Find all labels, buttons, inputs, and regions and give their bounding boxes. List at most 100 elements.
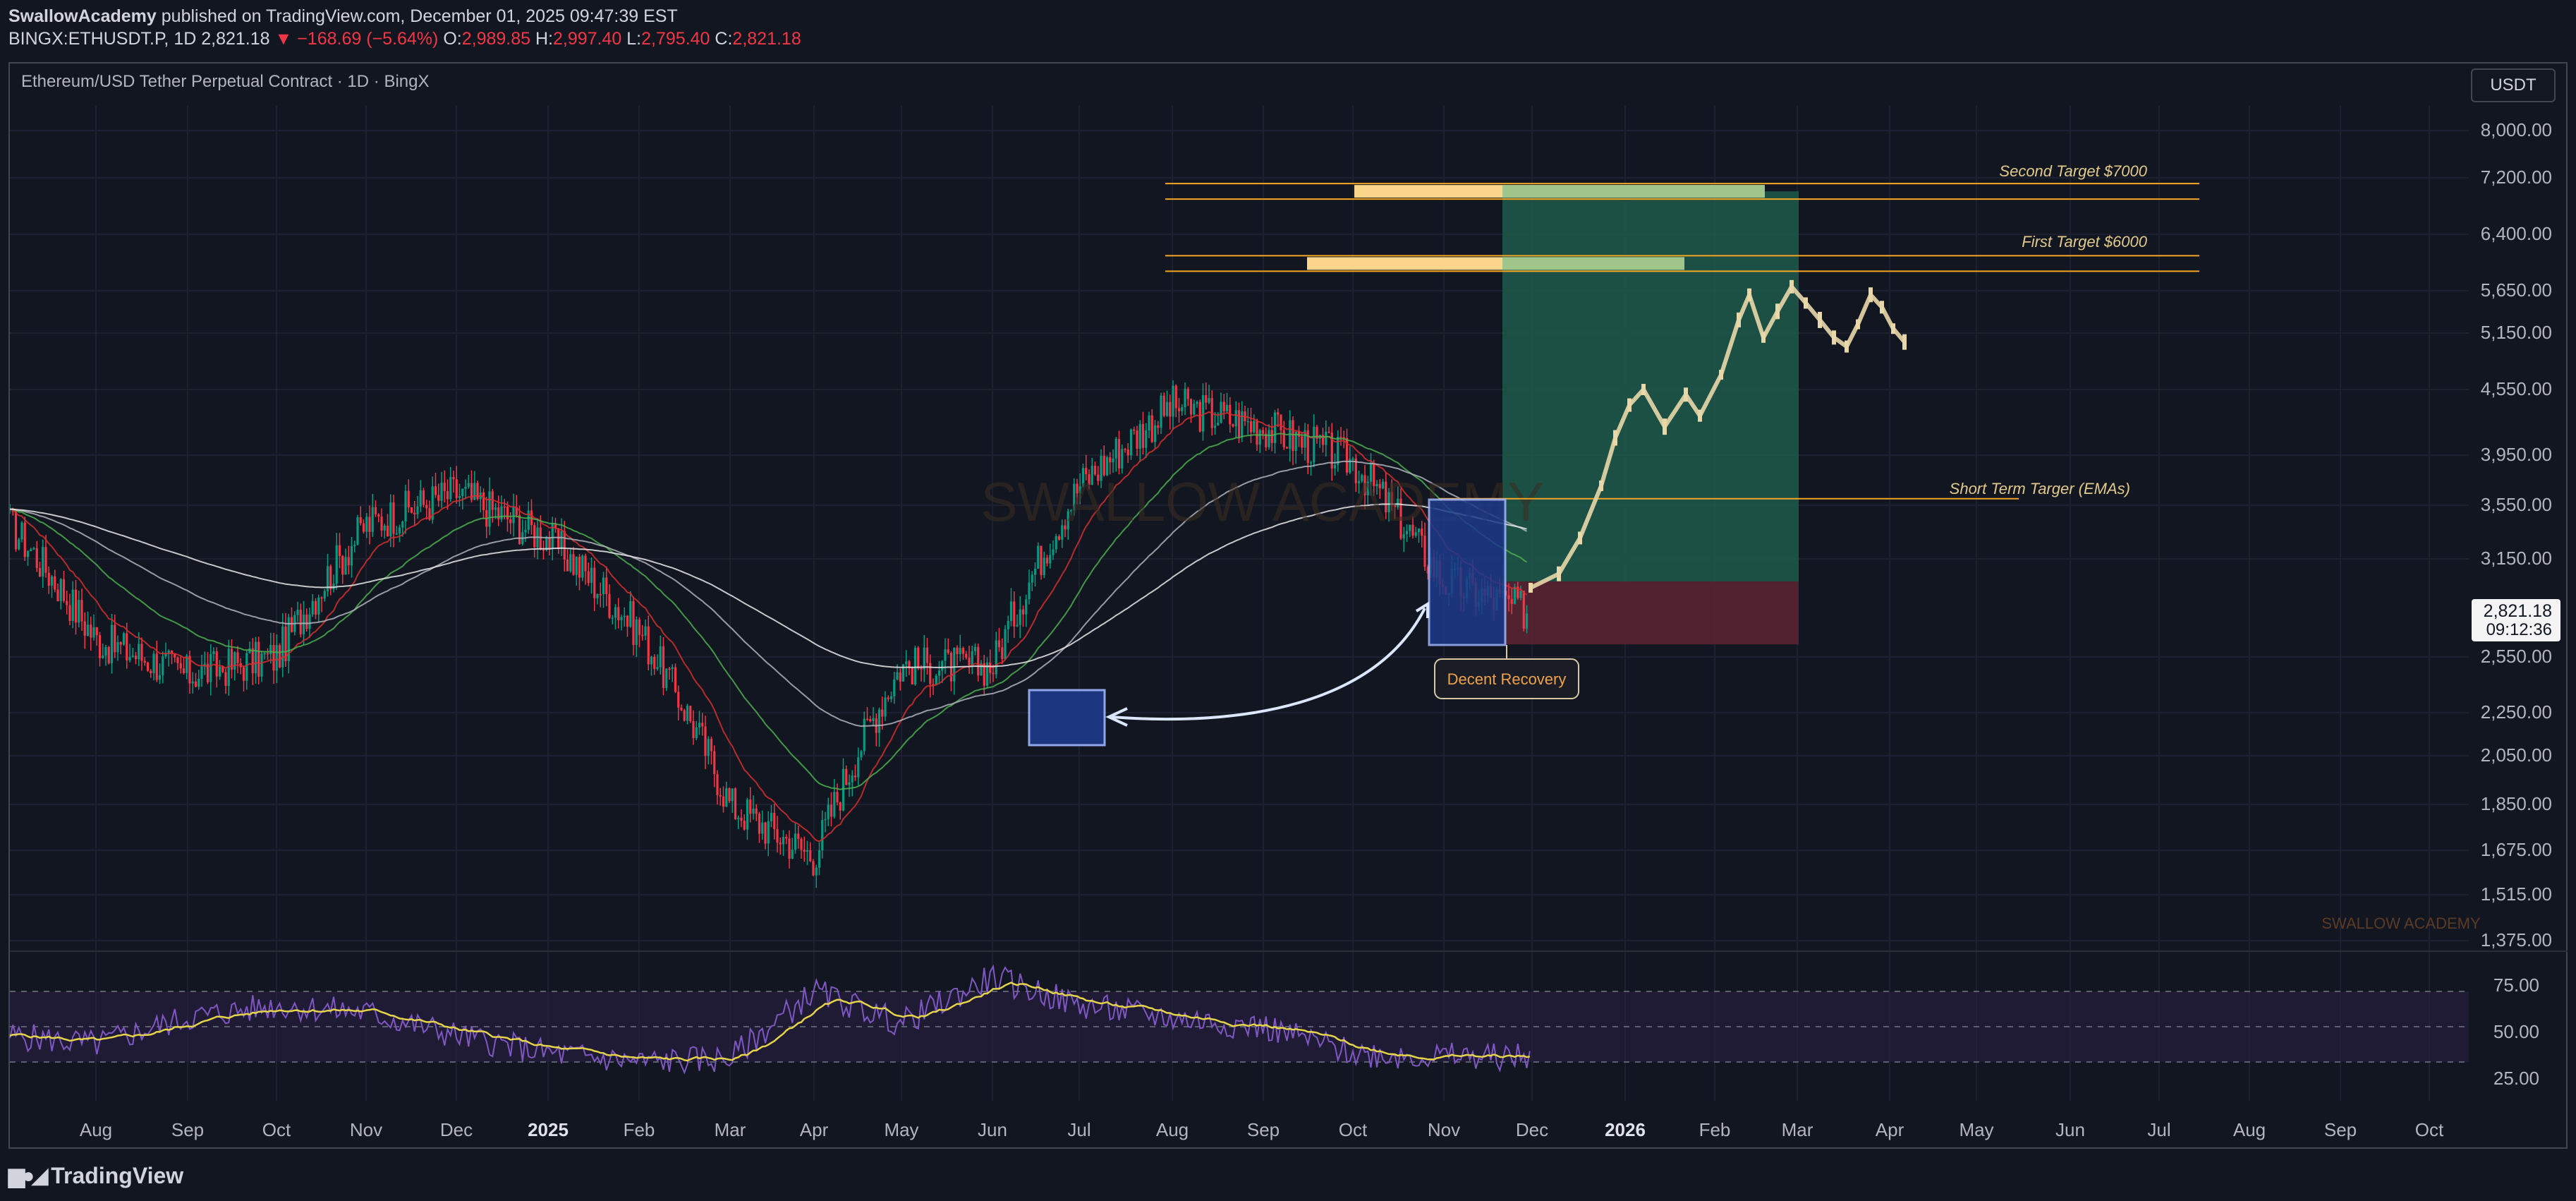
candle-body <box>170 651 174 654</box>
candle-body <box>311 600 314 615</box>
currency-button[interactable]: USDT <box>2471 68 2556 102</box>
candle-body <box>896 672 899 680</box>
candle-body <box>1045 557 1049 564</box>
candle-body <box>1253 421 1256 433</box>
ohlc-line: BINGX:ETHUSDT.P, 1D 2,821.18 ▼ −168.69 (… <box>8 28 801 49</box>
candle-body <box>1105 457 1109 476</box>
candle-body <box>1265 433 1268 447</box>
candle-body <box>1129 429 1133 456</box>
candle-body <box>257 641 260 677</box>
candle-body <box>935 675 937 685</box>
candle-body <box>853 775 857 778</box>
candle-body <box>455 479 458 498</box>
price-tick-label: 3,950.00 <box>2481 444 2552 465</box>
candle-body <box>554 523 557 529</box>
candle-body <box>989 662 992 673</box>
candle-body <box>851 775 853 783</box>
candle-body <box>1273 412 1277 443</box>
candle-body <box>533 525 536 548</box>
candle-body <box>865 718 869 720</box>
candle-body <box>236 652 239 663</box>
candle-body <box>371 507 374 532</box>
candle-body <box>1268 430 1270 447</box>
candle-body <box>131 656 134 657</box>
candle-body <box>515 507 518 515</box>
candle-body <box>395 533 398 535</box>
candle-body <box>1366 481 1369 495</box>
candle-body <box>1256 421 1258 445</box>
candle-body <box>245 653 248 681</box>
price-tick-label: 1,375.00 <box>2481 929 2552 950</box>
recovery-arrow <box>1111 608 1426 721</box>
candle-body <box>80 600 83 622</box>
candle-body <box>134 656 138 660</box>
candle-body <box>1150 415 1153 442</box>
candle-body <box>506 507 509 520</box>
candle-body <box>317 597 320 615</box>
candle-body <box>42 547 44 577</box>
candle-body <box>995 640 997 675</box>
candle-body <box>1321 435 1325 445</box>
candle-body <box>773 812 776 829</box>
candle-body <box>518 514 521 544</box>
candle-body <box>146 662 150 671</box>
candle-body <box>1073 483 1076 511</box>
tradingview-logo[interactable]: ▆●◢ TradingView <box>8 1163 183 1189</box>
candle-body <box>647 626 650 665</box>
candle-body <box>611 617 614 619</box>
price-tick-label: 8,000.00 <box>2481 119 2552 140</box>
time-tick-label: Nov <box>1428 1119 1460 1140</box>
candle-body <box>162 656 164 675</box>
candle-body <box>833 792 836 817</box>
candle-body <box>401 521 404 528</box>
candle-body <box>956 647 959 654</box>
candle-body <box>668 668 671 670</box>
price-tick-label: 5,150.00 <box>2481 322 2552 343</box>
candle-body <box>1079 486 1081 494</box>
candle-body <box>908 661 911 668</box>
chart-title: Ethereum/USD Tether Perpetual Contract ·… <box>21 72 430 91</box>
candle-body <box>1375 483 1378 487</box>
candle-body <box>740 817 743 821</box>
candle-body <box>545 538 548 550</box>
time-tick-label: May <box>884 1119 918 1140</box>
candle-body <box>722 796 725 807</box>
candle-body <box>923 647 925 670</box>
candle-body <box>1301 436 1304 448</box>
candle-body <box>1213 426 1217 428</box>
nov-drop-box <box>1428 498 1507 646</box>
candle-body <box>263 653 266 655</box>
candle-body <box>188 656 191 684</box>
candle-body <box>1246 421 1249 423</box>
current-price-tag <box>2472 599 2560 641</box>
candle-body <box>419 490 422 507</box>
candle-body <box>797 833 800 839</box>
candle-body <box>140 644 143 661</box>
candle-body <box>728 788 731 802</box>
candle-body <box>992 672 995 675</box>
candle-body <box>119 641 122 645</box>
candle-body <box>617 607 620 621</box>
candle-body <box>380 516 383 531</box>
candle-body <box>59 579 62 601</box>
candle-body <box>269 645 272 655</box>
candle-body <box>605 577 608 594</box>
candle-body <box>92 627 95 638</box>
candle-body <box>650 656 653 665</box>
candle-body <box>889 696 893 699</box>
candle-body <box>212 651 215 654</box>
candle-body <box>542 550 545 551</box>
candle-body <box>1285 447 1289 449</box>
candle-body <box>443 483 446 491</box>
moving-averages <box>10 411 1528 843</box>
candle-body <box>56 589 59 601</box>
low-label: L: <box>626 29 642 49</box>
price-tick-label: 3,550.00 <box>2481 494 2552 515</box>
candle-body <box>440 483 443 501</box>
candle-body <box>230 648 233 670</box>
arrow-head-right <box>1415 601 1429 618</box>
candle-body <box>1033 568 1037 575</box>
candle-body <box>632 600 635 646</box>
candle-body <box>1186 389 1189 399</box>
